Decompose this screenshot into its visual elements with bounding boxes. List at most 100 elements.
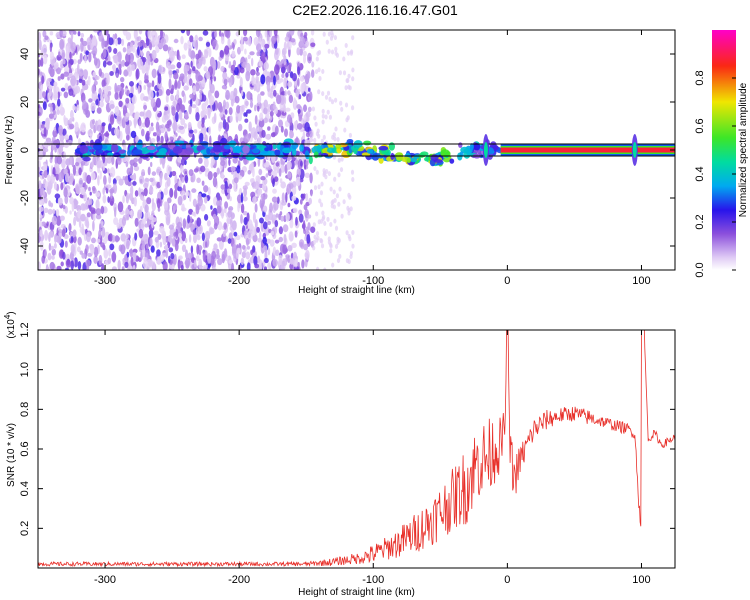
noise-speckle: [261, 51, 266, 61]
noise-speckle: [178, 255, 183, 260]
noise-speckle: [286, 183, 292, 195]
colorbar-label: Normalized spectral amplitude: [738, 82, 749, 217]
noise-speckle: [74, 121, 79, 132]
noise-speckle: [137, 209, 143, 219]
noise-speckle: [125, 233, 129, 240]
noise-speckle: [204, 230, 211, 241]
noise-speckle: [287, 81, 293, 88]
noise-speckle: [317, 89, 321, 95]
noise-speckle: [107, 257, 112, 265]
noise-speckle: [224, 30, 230, 38]
noise-speckle: [219, 49, 224, 58]
noise-speckle: [148, 259, 154, 267]
noise-speckle: [225, 101, 230, 110]
signal-blob: [136, 141, 143, 150]
noise-speckle: [236, 165, 241, 174]
noise-speckle: [214, 30, 218, 38]
signal-blob: [212, 144, 223, 153]
noise-speckle: [299, 48, 303, 56]
noise-speckle: [270, 231, 275, 236]
noise-speckle: [178, 232, 182, 238]
noise-speckle: [190, 245, 194, 254]
noise-speckle: [329, 186, 333, 192]
noise-speckle: [131, 45, 136, 53]
noise-speckle: [323, 267, 327, 270]
signal-blob: [79, 145, 89, 154]
noise-speckle: [286, 161, 291, 171]
y-axis-label: SNR (10 * v/v): [6, 423, 17, 487]
signal-blob: [299, 144, 304, 152]
noise-speckle: [207, 252, 212, 264]
noise-speckle: [216, 167, 220, 175]
noise-speckle: [244, 181, 250, 186]
noise-speckle: [306, 234, 311, 244]
noise-speckle: [199, 93, 202, 101]
noise-speckle: [58, 125, 63, 135]
scale-multiplier: (x104): [3, 311, 17, 338]
noise-speckle: [327, 48, 331, 54]
noise-speckle: [108, 123, 112, 132]
noise-speckle: [218, 105, 223, 113]
noise-speckle: [52, 109, 56, 116]
noise-speckle: [324, 94, 329, 100]
noise-speckle: [240, 203, 245, 214]
noise-speckle: [164, 172, 168, 181]
noise-speckle: [149, 184, 153, 195]
noise-speckle: [322, 168, 326, 174]
noise-speckle: [242, 195, 248, 202]
noise-speckle: [128, 103, 133, 111]
noise-speckle: [351, 67, 355, 73]
noise-speckle: [306, 71, 311, 80]
noise-speckle: [230, 98, 234, 107]
noise-speckle: [350, 169, 355, 175]
noise-speckle: [190, 60, 193, 68]
noise-speckle: [65, 259, 72, 268]
noise-speckle: [96, 238, 101, 243]
noise-speckle: [80, 32, 85, 38]
noise-speckle: [107, 85, 112, 91]
signal-blob: [256, 154, 265, 160]
noise-speckle: [58, 144, 63, 156]
noise-speckle: [114, 82, 118, 94]
noise-speckle: [130, 130, 137, 139]
noise-speckle: [275, 162, 280, 167]
chart-title: C2E2.2026.116.16.47.G01: [292, 2, 458, 18]
noise-speckle: [157, 73, 162, 85]
noise-speckle: [213, 222, 218, 230]
noise-speckle: [77, 209, 82, 219]
noise-speckle: [193, 168, 199, 173]
noise-speckle: [340, 156, 344, 162]
noise-speckle: [307, 222, 311, 231]
noise-speckle: [269, 30, 272, 37]
noise-speckle: [127, 204, 131, 210]
noise-speckle: [264, 134, 271, 140]
noise-speckle: [100, 242, 105, 248]
noise-speckle: [313, 185, 318, 191]
noise-speckle: [226, 216, 231, 224]
noise-speckle: [312, 245, 316, 251]
noise-speckle: [85, 259, 91, 267]
noise-speckle: [153, 230, 159, 236]
noise-speckle: [156, 128, 162, 137]
noise-speckle: [345, 230, 349, 236]
noise-speckle: [156, 198, 161, 209]
noise-speckle: [48, 66, 52, 75]
noise-speckle: [191, 104, 197, 109]
noise-speckle: [165, 88, 171, 96]
noise-speckle: [91, 237, 96, 244]
snr-panel: -300 -200 -100 0 100 0.2 0.4 0.6 0.8 1.0 1.2 Height…: [3, 311, 676, 598]
noise-speckle: [162, 261, 168, 270]
noise-speckle: [176, 102, 181, 113]
noise-speckle: [85, 231, 91, 243]
noise-speckle: [308, 87, 311, 92]
signal-blob: [363, 140, 372, 146]
noise-speckle: [57, 197, 63, 206]
noise-speckle: [249, 163, 254, 171]
signal-blob: [378, 145, 389, 151]
noise-speckle: [221, 253, 225, 264]
signal-blob: [132, 149, 143, 155]
noise-speckle: [339, 167, 344, 173]
noise-speckle: [42, 101, 47, 111]
noise-speckle: [216, 205, 222, 214]
noise-speckle: [142, 259, 148, 269]
